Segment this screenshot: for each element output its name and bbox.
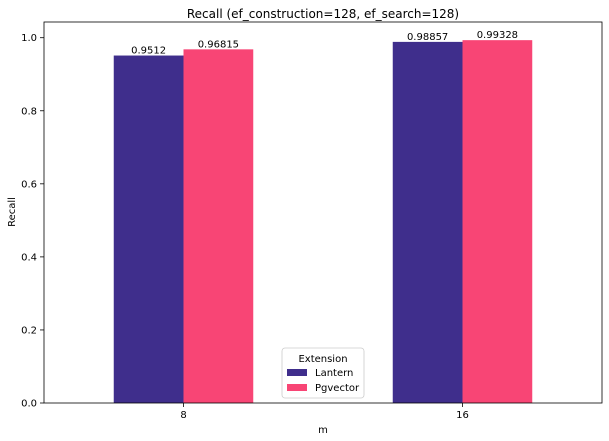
bar-pgvector-16 bbox=[462, 40, 533, 403]
y-tick-label-0-6: 0.6 bbox=[21, 179, 37, 190]
data-label-lantern-8: 0.9512 bbox=[131, 46, 166, 57]
y-axis: 0.0 0.2 0.4 0.6 0.8 1.0 bbox=[21, 33, 44, 410]
data-label-pgvector-16: 0.99328 bbox=[477, 30, 518, 41]
data-labels-layer: 0.9512 0.96815 0.98857 0.99328 bbox=[131, 30, 518, 56]
legend-swatch-lantern bbox=[287, 369, 307, 376]
data-label-lantern-16: 0.98857 bbox=[407, 32, 448, 43]
y-tick-label-0-4: 0.4 bbox=[21, 252, 37, 263]
chart-title: Recall (ef_construction=128, ef_search=1… bbox=[187, 7, 459, 21]
data-label-pgvector-8: 0.96815 bbox=[198, 39, 239, 50]
legend-swatch-pgvector bbox=[287, 384, 307, 391]
legend-title: Extension bbox=[298, 354, 347, 365]
x-axis: 8 16 bbox=[180, 403, 469, 421]
bar-lantern-8 bbox=[113, 55, 184, 403]
y-tick-label-1-0: 1.0 bbox=[21, 33, 37, 44]
x-tick-label-16: 16 bbox=[456, 410, 469, 421]
y-tick-label-0-8: 0.8 bbox=[21, 106, 37, 117]
bar-lantern-16 bbox=[392, 41, 463, 403]
legend-label-lantern: Lantern bbox=[315, 368, 353, 379]
x-axis-label: m bbox=[318, 425, 328, 436]
legend-label-pgvector: Pgvector bbox=[315, 383, 360, 394]
y-axis-label: Recall bbox=[7, 197, 18, 227]
x-tick-label-8: 8 bbox=[180, 410, 186, 421]
legend: Extension Lantern Pgvector bbox=[281, 347, 365, 399]
y-tick-label-0-2: 0.2 bbox=[21, 325, 37, 336]
bar-pgvector-8 bbox=[183, 49, 254, 404]
bars-layer bbox=[113, 40, 533, 404]
y-tick-label-0-0: 0.0 bbox=[21, 399, 37, 410]
plot-frame bbox=[43, 21, 603, 404]
